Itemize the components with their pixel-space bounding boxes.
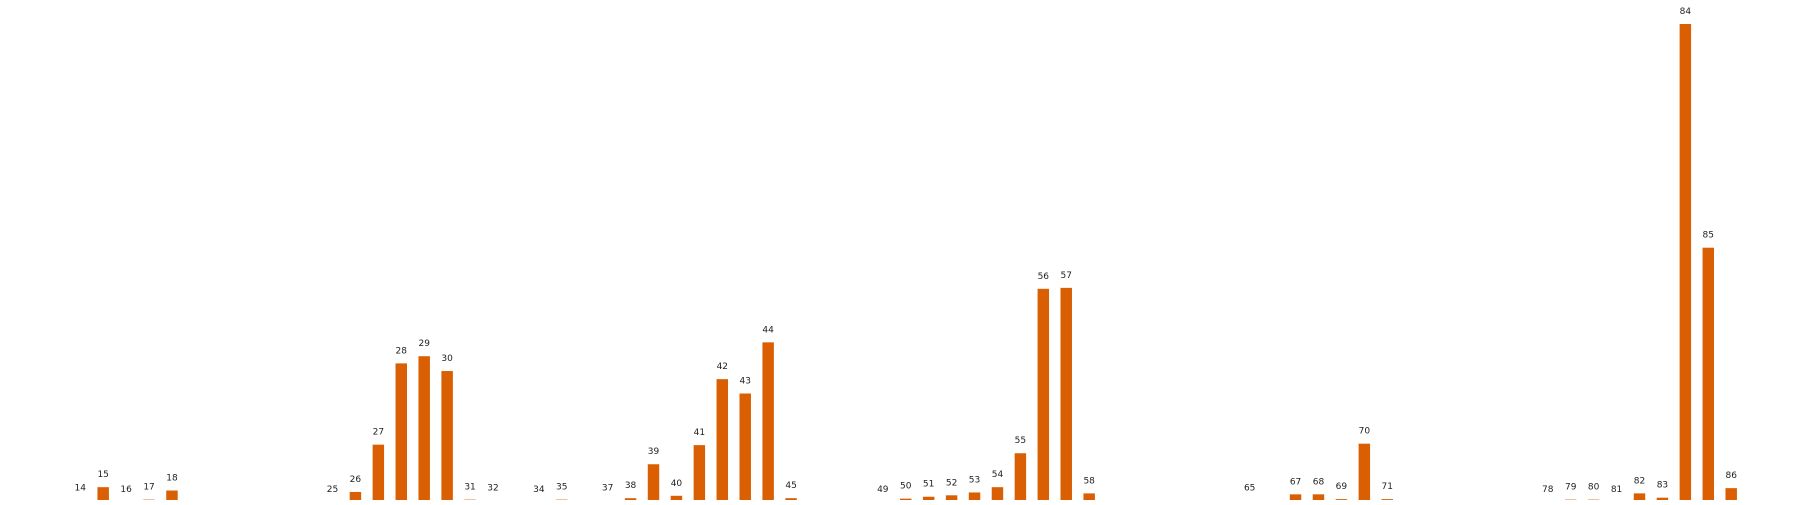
bars-layer — [75, 24, 1737, 500]
bar-label-55: 55 — [1015, 436, 1026, 446]
bar-label-26: 26 — [350, 475, 362, 485]
bar-label-54: 54 — [992, 470, 1004, 480]
bar-53 — [969, 492, 980, 500]
bar-label-27: 27 — [373, 428, 384, 438]
bar-label-43: 43 — [739, 376, 750, 386]
bar-label-65: 65 — [1244, 484, 1255, 494]
bar-label-78: 78 — [1542, 485, 1554, 495]
bar-86 — [1725, 488, 1736, 500]
bar-label-30: 30 — [441, 354, 453, 364]
bar-label-28: 28 — [396, 346, 408, 356]
bar-label-29: 29 — [418, 339, 430, 349]
bar-44 — [762, 342, 773, 500]
bar-label-69: 69 — [1336, 482, 1348, 492]
bar-label-53: 53 — [969, 475, 980, 485]
bar-label-18: 18 — [166, 474, 178, 484]
bar-label-31: 31 — [464, 483, 475, 493]
bar-30 — [441, 371, 452, 500]
bar-58 — [1083, 493, 1094, 500]
bar-label-49: 49 — [877, 485, 889, 495]
bar-27 — [373, 445, 384, 500]
bar-52 — [946, 495, 957, 500]
bar-label-68: 68 — [1313, 477, 1325, 487]
bar-67 — [1290, 494, 1301, 500]
bar-84 — [1680, 24, 1691, 500]
bar-label-85: 85 — [1703, 231, 1714, 241]
bar-label-67: 67 — [1290, 477, 1301, 487]
bar-label-15: 15 — [97, 470, 108, 480]
bar-label-50: 50 — [900, 482, 912, 492]
bar-label-70: 70 — [1359, 427, 1371, 437]
labels-layer: 14 15 16 17 18 25 26 27 28 29 30 31 32 34 35 37 38 39 40 41… — [75, 7, 1738, 495]
bar-39 — [648, 464, 659, 500]
bar-70 — [1359, 444, 1370, 500]
bar-29 — [418, 356, 429, 500]
bar-85 — [1703, 248, 1714, 500]
bar-label-51: 51 — [923, 480, 934, 490]
bar-55 — [1015, 453, 1026, 500]
bar-label-81: 81 — [1611, 485, 1622, 495]
bar-label-39: 39 — [648, 447, 660, 457]
bar-18 — [166, 491, 177, 500]
bar-82 — [1634, 493, 1645, 500]
bar-label-38: 38 — [625, 481, 637, 491]
bar-label-57: 57 — [1061, 271, 1072, 281]
bar-68 — [1313, 494, 1324, 500]
bar-54 — [992, 487, 1003, 500]
bar-label-86: 86 — [1725, 471, 1737, 481]
bar-label-42: 42 — [717, 362, 728, 372]
bar-label-37: 37 — [602, 484, 613, 494]
bar-15 — [97, 487, 108, 500]
bar-43 — [739, 393, 750, 500]
bar-label-58: 58 — [1083, 476, 1095, 486]
bar-label-14: 14 — [75, 484, 87, 494]
bar-label-16: 16 — [120, 485, 132, 495]
bar-label-52: 52 — [946, 478, 957, 488]
bar-label-40: 40 — [671, 479, 683, 489]
bar-label-44: 44 — [762, 325, 774, 335]
bar-40 — [671, 496, 682, 500]
bar-label-80: 80 — [1588, 483, 1600, 493]
bar-label-17: 17 — [143, 483, 154, 493]
bar-label-79: 79 — [1565, 483, 1577, 493]
bar-56 — [1038, 289, 1049, 500]
bar-label-83: 83 — [1657, 481, 1668, 491]
bar-57 — [1061, 288, 1072, 500]
bar-label-84: 84 — [1680, 7, 1692, 17]
bar-label-32: 32 — [487, 484, 498, 494]
bar-28 — [396, 363, 407, 500]
bar-label-35: 35 — [556, 483, 567, 493]
bar-label-45: 45 — [785, 481, 796, 491]
bar-26 — [350, 492, 361, 500]
bar-label-56: 56 — [1038, 272, 1050, 282]
bar-42 — [717, 379, 728, 500]
bar-label-25: 25 — [327, 485, 338, 495]
bar-label-71: 71 — [1382, 482, 1393, 492]
bar-41 — [694, 445, 705, 500]
bar-label-82: 82 — [1634, 476, 1645, 486]
bar-label-34: 34 — [533, 485, 545, 495]
bar-label-41: 41 — [694, 428, 705, 438]
